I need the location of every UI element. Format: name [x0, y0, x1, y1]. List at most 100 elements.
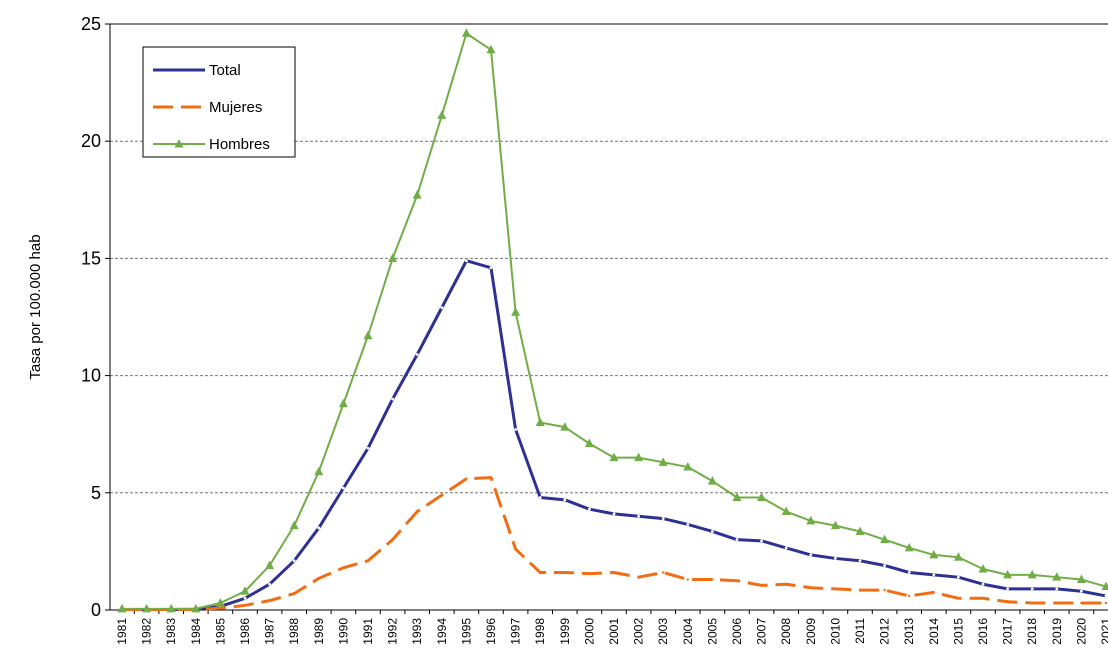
y-tick-label: 25	[81, 14, 101, 34]
data-point-marker	[785, 583, 787, 585]
data-point-marker	[1006, 588, 1009, 591]
x-tick-label: 1985	[213, 618, 227, 645]
series-mujeres	[121, 476, 1107, 610]
x-tick-label: 2021	[1099, 618, 1108, 645]
x-tick-label: 1995	[459, 618, 473, 645]
data-point-marker	[416, 510, 418, 512]
data-point-marker	[388, 253, 397, 262]
data-point-marker	[736, 580, 738, 582]
x-tick-label: 1996	[484, 618, 498, 645]
data-point-marker	[293, 592, 295, 594]
x-tick-label: 2014	[927, 618, 941, 645]
y-tick-labels: 0510152025	[81, 14, 110, 620]
data-point-marker	[536, 417, 545, 426]
x-tick-label: 1994	[435, 618, 449, 645]
x-tick-labels: 1981 1982 1983 1984 1985 1986 1987 1988 1989 1990…	[115, 610, 1108, 645]
data-point-marker	[957, 576, 960, 579]
y-tick-label: 10	[81, 366, 101, 386]
x-tick-label: 2008	[779, 618, 793, 645]
x-tick-label: 2002	[632, 618, 646, 645]
x-tick-label: 2000	[582, 618, 596, 645]
data-point-marker	[440, 306, 443, 309]
y-tick-label: 0	[91, 600, 101, 620]
data-point-marker	[514, 428, 517, 431]
x-tick-label: 1983	[164, 618, 178, 645]
data-point-marker	[416, 353, 419, 356]
data-point-marker	[908, 595, 910, 597]
y-axis-title: Tasa por 100.000 hab	[27, 234, 44, 379]
data-point-marker	[662, 571, 664, 573]
x-tick-label: 2013	[902, 618, 916, 645]
data-point-marker	[662, 517, 665, 520]
data-point-marker	[462, 28, 471, 37]
data-point-marker	[1031, 602, 1033, 604]
data-point-marker	[933, 591, 935, 593]
data-point-marker	[511, 307, 520, 316]
data-point-marker	[613, 571, 615, 573]
data-point-marker	[339, 399, 348, 408]
x-tick-label: 1997	[509, 618, 523, 645]
data-point-marker	[413, 190, 422, 199]
data-point-marker	[859, 589, 861, 591]
data-point-marker	[613, 512, 616, 515]
x-tick-label: 2015	[951, 618, 965, 645]
data-point-marker	[687, 578, 689, 580]
x-tick-label: 2012	[878, 618, 892, 645]
data-point-marker	[810, 587, 812, 589]
data-point-marker	[563, 498, 566, 501]
data-point-marker	[982, 597, 984, 599]
data-point-marker	[1055, 588, 1058, 591]
data-point-marker	[982, 583, 985, 586]
x-tick-label: 1993	[410, 618, 424, 645]
data-point-marker	[268, 599, 270, 601]
data-point-marker	[1105, 595, 1108, 598]
data-point-marker	[367, 447, 370, 450]
data-point-marker	[908, 571, 911, 574]
data-point-marker	[736, 538, 739, 541]
data-point-marker	[809, 554, 812, 557]
x-tick-label: 2004	[681, 618, 695, 645]
x-tick-label: 1998	[533, 618, 547, 645]
x-tick-label: 1986	[238, 618, 252, 645]
data-point-marker	[1056, 602, 1058, 604]
x-tick-label: 1982	[140, 618, 154, 645]
data-point-marker	[883, 589, 885, 591]
data-point-marker	[1080, 590, 1083, 593]
data-point-marker	[314, 467, 323, 476]
x-tick-label: 2010	[828, 618, 842, 645]
x-tick-label: 1987	[263, 618, 277, 645]
data-point-marker	[686, 523, 689, 526]
data-point-marker	[883, 564, 886, 567]
data-point-marker	[588, 572, 590, 574]
legend-label: Total	[209, 62, 241, 79]
x-tick-label: 2019	[1050, 618, 1064, 645]
data-point-marker	[342, 487, 345, 490]
data-point-marker	[490, 476, 492, 478]
x-tick-label: 2001	[607, 618, 621, 645]
x-tick-label: 2011	[853, 618, 867, 644]
data-point-marker	[391, 398, 394, 401]
data-point-marker	[834, 588, 836, 590]
data-point-marker	[637, 576, 639, 578]
data-point-marker	[441, 494, 443, 496]
legend-label: Mujeres	[209, 99, 262, 116]
data-point-marker	[244, 597, 247, 600]
x-tick-label: 2006	[730, 618, 744, 645]
data-point-marker	[957, 597, 959, 599]
data-point-marker	[268, 583, 271, 586]
data-point-marker	[585, 439, 594, 448]
data-point-marker	[932, 573, 935, 576]
x-tick-label: 1984	[189, 618, 203, 645]
data-point-marker	[437, 110, 446, 119]
x-tick-label: 1989	[312, 618, 326, 645]
data-point-marker	[637, 515, 640, 518]
y-tick-label: 20	[81, 131, 101, 151]
data-point-marker	[1031, 588, 1034, 591]
x-tick-label: 1999	[558, 618, 572, 645]
data-point-marker	[539, 496, 542, 499]
data-point-marker	[219, 607, 221, 609]
data-point-marker	[760, 584, 762, 586]
data-point-marker	[834, 557, 837, 560]
x-tick-label: 2009	[804, 618, 818, 645]
